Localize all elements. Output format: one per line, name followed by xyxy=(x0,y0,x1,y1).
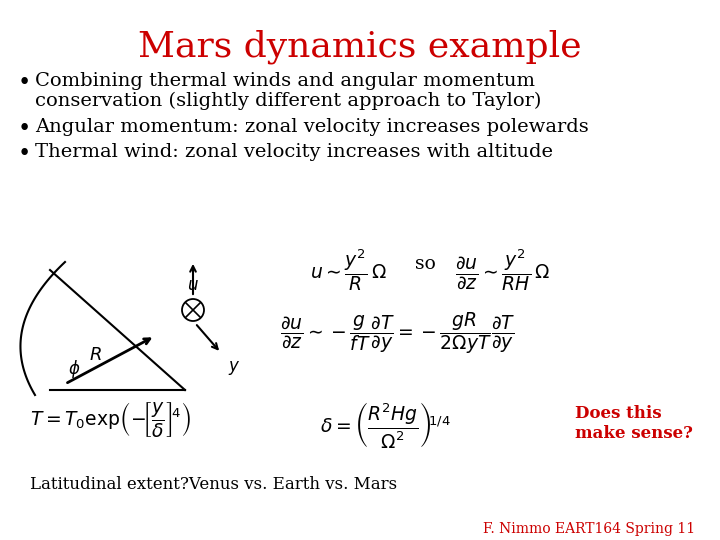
Text: F. Nimmo EART164 Spring 11: F. Nimmo EART164 Spring 11 xyxy=(483,522,695,536)
Text: Latitudinal extent?Venus vs. Earth vs. Mars: Latitudinal extent?Venus vs. Earth vs. M… xyxy=(30,476,397,493)
Text: •: • xyxy=(18,143,31,165)
Text: Angular momentum: zonal velocity increases polewards: Angular momentum: zonal velocity increas… xyxy=(35,118,589,136)
Text: $\dfrac{\partial u}{\partial z} \sim -\dfrac{g}{fT}\dfrac{\partial T}{\partial y: $\dfrac{\partial u}{\partial z} \sim -\d… xyxy=(280,310,516,356)
Text: $\delta = \left(\dfrac{R^2 Hg}{\Omega^2}\right)^{\!\!1/4}$: $\delta = \left(\dfrac{R^2 Hg}{\Omega^2}… xyxy=(320,400,451,450)
Text: Mars dynamics example: Mars dynamics example xyxy=(138,30,582,64)
Text: $R$: $R$ xyxy=(89,346,102,364)
Text: Combining thermal winds and angular momentum: Combining thermal winds and angular mome… xyxy=(35,72,535,90)
Text: $y$: $y$ xyxy=(228,359,240,377)
Text: $u \sim \dfrac{y^2}{R}\,\Omega$: $u \sim \dfrac{y^2}{R}\,\Omega$ xyxy=(310,248,387,293)
Text: Thermal wind: zonal velocity increases with altitude: Thermal wind: zonal velocity increases w… xyxy=(35,143,553,161)
Text: $\phi$: $\phi$ xyxy=(68,358,81,380)
Text: $T = T_0 \exp\!\left(-\!\left[\dfrac{y}{\delta}\right]^{\!4}\right)$: $T = T_0 \exp\!\left(-\!\left[\dfrac{y}{… xyxy=(30,400,192,439)
Text: Does this
make sense?: Does this make sense? xyxy=(575,405,693,442)
Text: •: • xyxy=(18,72,31,94)
Text: $\dfrac{\partial u}{\partial z} \sim \dfrac{y^2}{RH}\,\Omega$: $\dfrac{\partial u}{\partial z} \sim \df… xyxy=(455,248,550,293)
Text: conservation (slightly different approach to Taylor): conservation (slightly different approac… xyxy=(35,92,541,110)
Text: •: • xyxy=(18,118,31,140)
Text: $u$: $u$ xyxy=(187,277,199,294)
Text: so: so xyxy=(415,255,436,273)
